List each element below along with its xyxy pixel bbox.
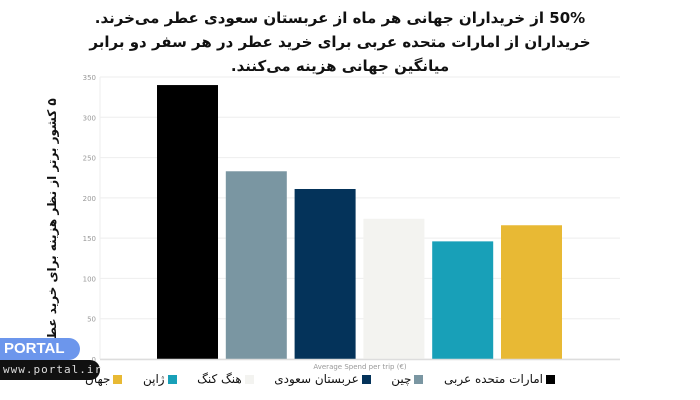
portal-url: www.portal.ir xyxy=(0,360,101,380)
legend-item: هنگ کنگ xyxy=(197,372,254,386)
y-tick-label: 350 xyxy=(83,74,96,82)
legend-swatch xyxy=(113,374,123,384)
legend-item: عربستان سعودی xyxy=(274,372,371,386)
legend-swatch xyxy=(361,374,371,384)
legend-label: هنگ کنگ xyxy=(197,372,242,386)
legend-swatch xyxy=(414,374,424,384)
y-tick-label: 50 xyxy=(87,316,96,324)
legend-swatch xyxy=(167,374,177,384)
y-tick-label: 200 xyxy=(83,195,96,203)
bar-5 xyxy=(501,225,562,359)
bar-2 xyxy=(294,188,356,359)
legend-swatch xyxy=(546,374,555,384)
legend-swatch xyxy=(244,374,254,384)
legend-item: چین xyxy=(391,372,424,386)
legend-label: ژاپن xyxy=(143,372,165,386)
bar-1 xyxy=(225,171,287,359)
legend-item: امارات متحده عربی xyxy=(444,372,555,386)
chart-title: 50% از خریداران جهانی هر ماه از عربستان … xyxy=(89,9,591,75)
legend-label: چین xyxy=(391,372,412,386)
legend-label: عربستان سعودی xyxy=(274,372,359,386)
y-tick-label: 250 xyxy=(83,155,96,163)
portal-logo: PORTAL xyxy=(0,338,80,360)
legend-item: ژاپن xyxy=(143,372,177,386)
y-tick-label: 150 xyxy=(83,235,96,243)
bar-3 xyxy=(363,218,425,359)
legend: امارات متحده عربی چین عربستان سعودی هنگ کنگ… xyxy=(85,372,555,386)
x-axis-label: Average Spend per trip (€) xyxy=(313,363,407,371)
legend-label: امارات متحده عربی xyxy=(444,372,543,386)
bar-4 xyxy=(432,241,494,359)
y-tick-label: 100 xyxy=(83,275,96,283)
bar-0 xyxy=(157,85,218,360)
y-tick-label: 300 xyxy=(83,114,96,122)
